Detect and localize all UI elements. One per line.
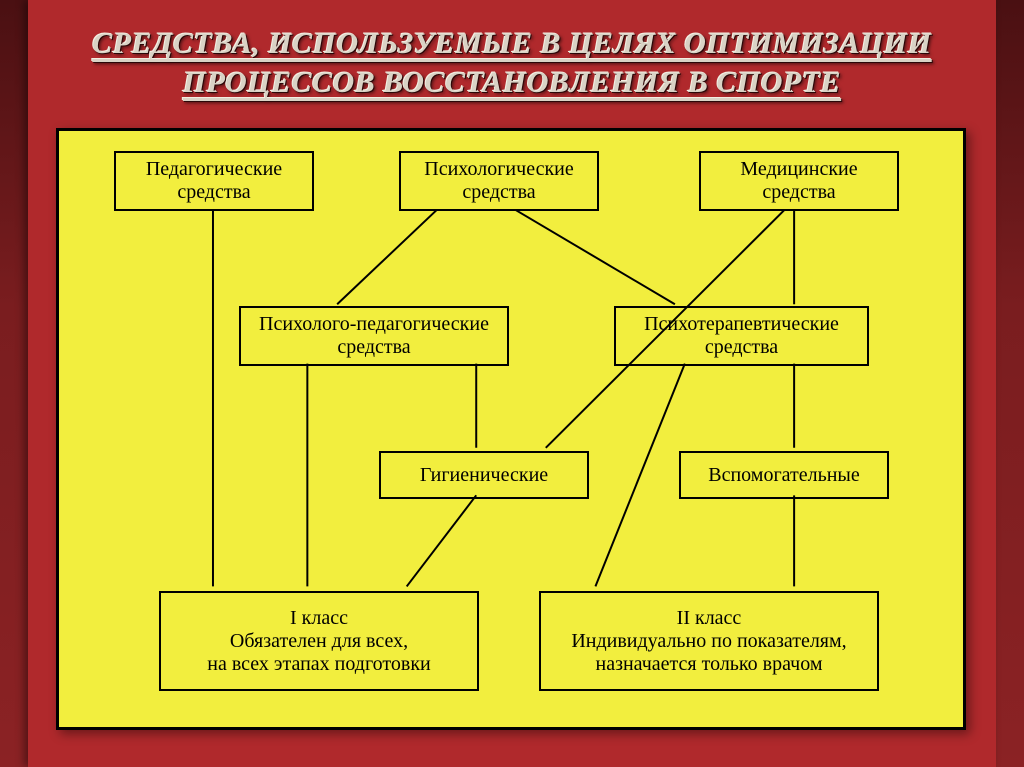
- node-psychotherapeutic: Психотерапевтическиесредства: [614, 306, 869, 366]
- edge-8: [595, 364, 684, 587]
- node-pedagogical: Педагогическиесредства: [114, 151, 314, 211]
- node-medical: Медицинскиесредства: [699, 151, 899, 211]
- diagram-panel: Педагогическиесредства Психологическиесре…: [56, 128, 966, 730]
- edge-1: [337, 210, 436, 304]
- slide-title: СРЕДСТВА, ИСПОЛЬЗУЕМЫЕ В ЦЕЛЯХ ОПТИМИЗАЦ…: [40, 24, 984, 102]
- node-auxiliary: Вспомогательные: [679, 451, 889, 499]
- node-hygienic: Гигиенические: [379, 451, 589, 499]
- title-line-1: СРЕДСТВА, ИСПОЛЬЗУЕМЫЕ В ЦЕЛЯХ ОПТИМИЗАЦ…: [92, 27, 931, 60]
- edge-9: [407, 495, 477, 586]
- node-class2: II классИндивидуально по показателям,наз…: [539, 591, 879, 691]
- edge-2: [516, 210, 675, 304]
- slide-background: СРЕДСТВА, ИСПОЛЬЗУЕМЫЕ В ЦЕЛЯХ ОПТИМИЗАЦ…: [0, 0, 1024, 767]
- title-line-2: ПРОЦЕССОВ ВОССТАНОВЛЕНИЯ В СПОРТЕ: [183, 66, 841, 99]
- title-container: СРЕДСТВА, ИСПОЛЬЗУЕМЫЕ В ЦЕЛЯХ ОПТИМИЗАЦ…: [0, 24, 1024, 102]
- node-class1: I классОбязателен для всех,на всех этапа…: [159, 591, 479, 691]
- node-psychological: Психологическиесредства: [399, 151, 599, 211]
- node-psycho_ped: Психолого-педагогическиесредства: [239, 306, 509, 366]
